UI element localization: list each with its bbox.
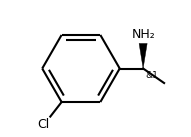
Text: NH₂: NH₂ — [132, 28, 156, 41]
Polygon shape — [139, 43, 147, 68]
Text: Cl: Cl — [37, 118, 49, 131]
Text: &1: &1 — [146, 71, 158, 80]
